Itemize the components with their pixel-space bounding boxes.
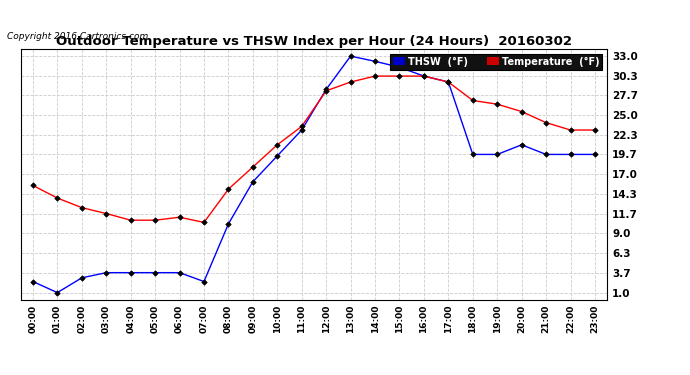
Text: Copyright 2016 Cartronics.com: Copyright 2016 Cartronics.com: [7, 32, 148, 41]
Title: Outdoor Temperature vs THSW Index per Hour (24 Hours)  20160302: Outdoor Temperature vs THSW Index per Ho…: [56, 34, 572, 48]
Legend: THSW  (°F), Temperature  (°F): THSW (°F), Temperature (°F): [391, 54, 602, 69]
